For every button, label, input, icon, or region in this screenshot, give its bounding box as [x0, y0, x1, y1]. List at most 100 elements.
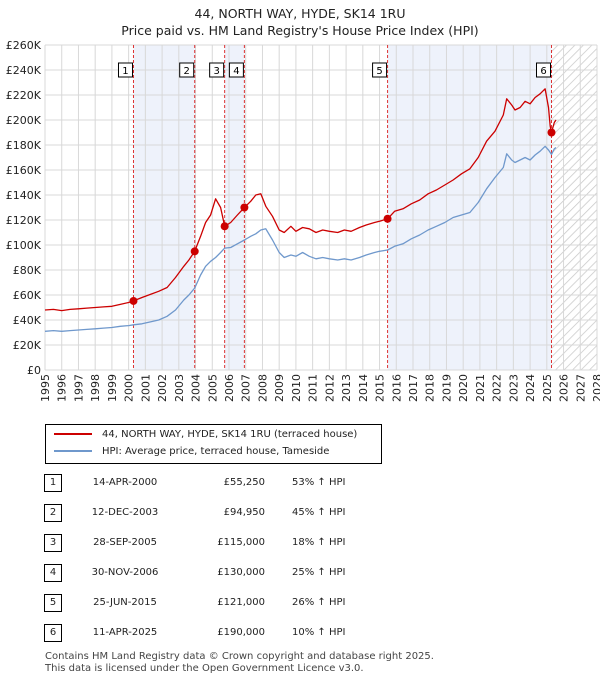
- chart-title: 44, NORTH WAY, HYDE, SK14 1RU Price paid…: [0, 5, 600, 39]
- x-tick-label: 2024: [524, 374, 537, 402]
- y-tick-label: £240K: [6, 64, 42, 77]
- x-tick-label: 2001: [139, 374, 152, 402]
- x-tick-label: 2028: [591, 374, 600, 402]
- x-tick-label: 2020: [457, 374, 470, 402]
- sale-hpi-change: 53% ↑ HPI: [292, 477, 346, 488]
- x-tick-label: 2006: [223, 374, 236, 402]
- x-tick-label: 2014: [357, 374, 370, 402]
- sale-price: £121,000: [217, 597, 265, 608]
- x-tick-label: 2015: [374, 374, 387, 402]
- sale-number-badge: 1: [44, 474, 62, 492]
- x-tick-label: 2003: [173, 374, 186, 402]
- x-tick-label: 2013: [340, 374, 353, 402]
- y-tick-label: £100K: [6, 239, 42, 252]
- x-tick-label: 2009: [273, 374, 286, 402]
- title-address: 44, NORTH WAY, HYDE, SK14 1RU: [194, 6, 406, 21]
- x-tick-label: 2008: [256, 374, 269, 402]
- x-tick-label: 2019: [440, 374, 453, 402]
- sale-label-text: 5: [376, 66, 382, 77]
- y-tick-label: £120K: [6, 214, 42, 227]
- sale-label-text: 6: [540, 66, 546, 77]
- x-tick-label: 1999: [106, 374, 119, 402]
- x-tick-label: 2021: [474, 374, 487, 402]
- sale-point: [383, 214, 392, 223]
- sale-point: [240, 203, 249, 212]
- y-tick-label: £200K: [6, 114, 42, 127]
- sale-price: £130,000: [217, 567, 265, 578]
- x-tick-label: 2022: [491, 374, 504, 402]
- legend-label-property: 44, NORTH WAY, HYDE, SK14 1RU (terraced …: [102, 429, 358, 440]
- sale-price: £190,000: [217, 627, 265, 638]
- y-tick-label: £60K: [13, 289, 42, 302]
- future-hatch-region: [551, 45, 597, 370]
- sale-label-box: [372, 62, 388, 78]
- sale-number-badge: 4: [44, 564, 62, 582]
- sale-label-text: 3: [213, 66, 219, 77]
- footer-licence: This data is licensed under the Open Gov…: [45, 663, 364, 674]
- x-tick-label: 2011: [307, 374, 320, 402]
- y-tick-label: £260K: [6, 39, 42, 52]
- x-tick-label: 2025: [541, 374, 554, 402]
- sale-point: [190, 247, 199, 256]
- sale-number-badge: 3: [44, 534, 62, 552]
- sale-label-box: [117, 62, 133, 78]
- y-tick-label: £0: [27, 364, 41, 377]
- ownership-period-shade: [133, 45, 195, 370]
- y-tick-label: £180K: [6, 139, 42, 152]
- sale-price: £55,250: [223, 477, 265, 488]
- x-tick-label: 2010: [290, 374, 303, 402]
- sale-date: 12-DEC-2003: [91, 507, 159, 518]
- sale-label-text: 1: [122, 66, 128, 77]
- table-row: 3 28-SEP-2005 £115,000 18% ↑ HPI: [0, 534, 600, 552]
- chart-legend: 44, NORTH WAY, HYDE, SK14 1RU (terraced …: [45, 424, 382, 464]
- sale-label-box: [179, 62, 195, 78]
- sale-number-badge: 6: [44, 624, 62, 642]
- x-tick-label: 2026: [558, 374, 571, 402]
- sale-point: [129, 296, 138, 305]
- sale-hpi-change: 26% ↑ HPI: [292, 597, 346, 608]
- y-tick-label: £220K: [6, 89, 42, 102]
- x-tick-label: 2012: [323, 374, 336, 402]
- legend-swatch-property: [54, 433, 92, 435]
- table-row: 5 25-JUN-2015 £121,000 26% ↑ HPI: [0, 594, 600, 612]
- ownership-period-shade: [387, 45, 552, 370]
- x-tick-label: 1997: [72, 374, 85, 402]
- sale-date: 14-APR-2000: [92, 477, 158, 488]
- legend-label-hpi: HPI: Average price, terraced house, Tame…: [102, 446, 330, 457]
- x-tick-label: 2000: [123, 374, 136, 402]
- sale-point: [547, 128, 556, 137]
- footer-attribution: Contains HM Land Registry data © Crown c…: [45, 651, 434, 675]
- sale-point: [220, 222, 229, 231]
- sale-number-badge: 2: [44, 504, 62, 522]
- y-tick-label: £40K: [13, 314, 42, 327]
- table-row: 2 12-DEC-2003 £94,950 45% ↑ HPI: [0, 504, 600, 522]
- sale-hpi-change: 10% ↑ HPI: [292, 627, 346, 638]
- legend-swatch-hpi: [54, 450, 92, 452]
- sale-date: 28-SEP-2005: [93, 537, 157, 548]
- sale-date: 11-APR-2025: [92, 627, 158, 638]
- x-tick-label: 1995: [39, 374, 52, 402]
- price-chart: 1 2 3 4 5 6 £0 £20K £40K £60K £80K £100K £120K £140K…: [6, 39, 600, 402]
- x-tick-label: 2007: [240, 374, 253, 402]
- sale-date: 30-NOV-2006: [91, 567, 159, 578]
- sale-number-badge: 5: [44, 594, 62, 612]
- table-row: 6 11-APR-2025 £190,000 10% ↑ HPI: [0, 624, 600, 642]
- y-tick-label: £160K: [6, 164, 42, 177]
- x-tick-label: 2005: [206, 374, 219, 402]
- ownership-period-shade: [224, 45, 245, 370]
- sale-label-text: 4: [233, 66, 239, 77]
- y-tick-label: £80K: [13, 264, 42, 277]
- x-tick-label: 2018: [424, 374, 437, 402]
- table-row: 1 14-APR-2000 £55,250 53% ↑ HPI: [0, 474, 600, 492]
- y-tick-label: £140K: [6, 189, 42, 202]
- property-price-line: [44, 88, 557, 312]
- sale-date: 25-JUN-2015: [93, 597, 157, 608]
- x-tick-label: 1998: [89, 374, 102, 402]
- x-tick-label: 2023: [507, 374, 520, 402]
- footer-copyright: Contains HM Land Registry data © Crown c…: [45, 651, 434, 662]
- x-tick-label: 2027: [574, 374, 587, 402]
- legend-item-hpi: HPI: Average price, terraced house, Tame…: [54, 444, 329, 460]
- legend-item-property: 44, NORTH WAY, HYDE, SK14 1RU (terraced …: [54, 427, 357, 443]
- sale-label-box: [228, 62, 244, 78]
- sale-price: £115,000: [217, 537, 265, 548]
